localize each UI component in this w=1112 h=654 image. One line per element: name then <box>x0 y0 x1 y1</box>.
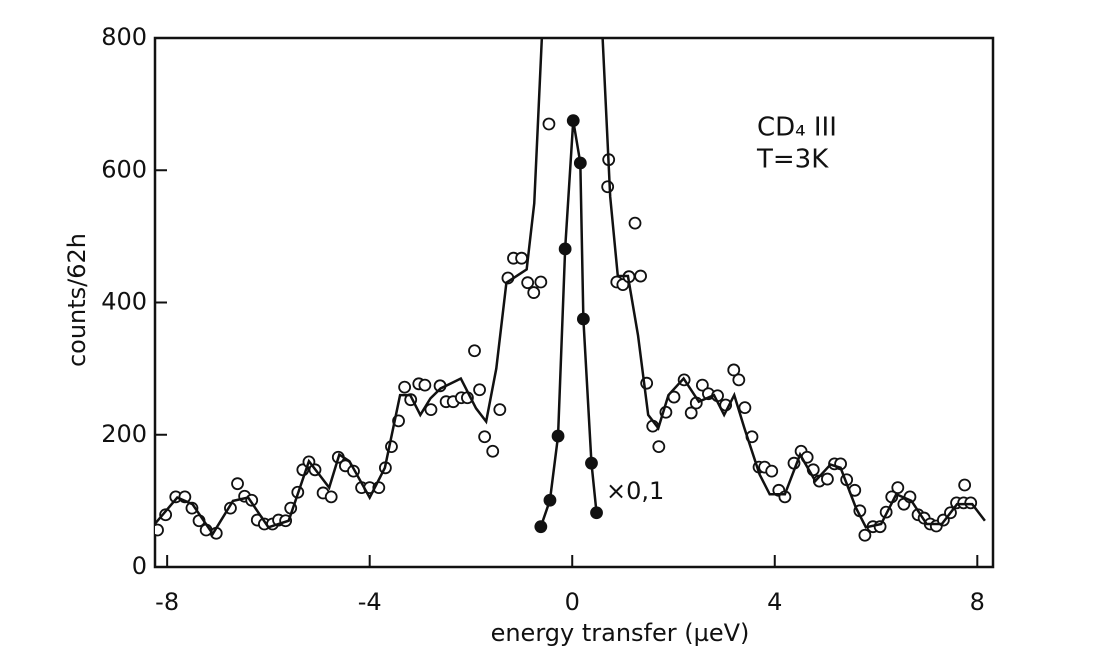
y-axis-label: counts/62h <box>63 233 91 367</box>
data-point <box>601 180 615 194</box>
annotation: ×0,1 <box>606 477 664 505</box>
data-point <box>585 456 598 470</box>
data-point <box>732 373 746 387</box>
annotation: CD₄ III <box>757 113 837 143</box>
data-point <box>473 383 486 397</box>
data-point <box>958 478 972 492</box>
data-point <box>727 363 741 377</box>
x-tick-label: 4 <box>767 588 782 616</box>
data-point <box>468 344 481 358</box>
data-point <box>551 429 565 443</box>
x-axis-label: energy transfer (µeV) <box>491 619 750 647</box>
annotation: T=3K <box>756 145 829 175</box>
data-point <box>765 464 779 478</box>
y-tick-label: 400 <box>101 288 147 316</box>
data-point <box>695 378 709 392</box>
data-point <box>858 528 872 542</box>
data-point <box>821 472 834 486</box>
data-point <box>493 403 507 417</box>
y-tick-label: 800 <box>101 23 147 51</box>
x-tick-label: 8 <box>970 588 985 616</box>
data-point <box>576 312 590 326</box>
data-point <box>515 251 528 265</box>
data-point <box>527 286 541 299</box>
y-tick-label: 0 <box>132 552 147 580</box>
data-point <box>873 520 887 534</box>
data-point <box>590 506 603 520</box>
data-point <box>155 523 164 537</box>
data-point <box>534 275 548 289</box>
data-point <box>486 444 500 458</box>
data-point <box>634 269 647 283</box>
data-point <box>543 493 557 507</box>
data-point <box>566 114 580 128</box>
x-tick-label: 0 <box>565 588 580 616</box>
x-tick-label: -4 <box>358 588 382 616</box>
y-tick-label: 200 <box>101 420 147 448</box>
data-point <box>521 276 535 290</box>
data-point <box>542 117 556 131</box>
x-tick-label: -8 <box>155 588 179 616</box>
data-point <box>628 216 642 230</box>
data-point <box>891 481 905 495</box>
data-point <box>398 380 412 394</box>
curve <box>155 38 986 537</box>
data-point <box>738 401 752 415</box>
data-point <box>324 490 338 504</box>
data-point <box>418 378 432 392</box>
data-point <box>534 520 548 534</box>
data-point <box>478 430 492 444</box>
data-point <box>652 440 666 454</box>
data-point <box>684 406 698 420</box>
data-point <box>573 156 587 170</box>
plot-area <box>155 38 986 542</box>
data-point <box>231 477 244 491</box>
y-tick-label: 600 <box>101 155 147 183</box>
data-point <box>558 242 572 256</box>
data-point <box>159 508 173 522</box>
data-point <box>424 403 438 417</box>
